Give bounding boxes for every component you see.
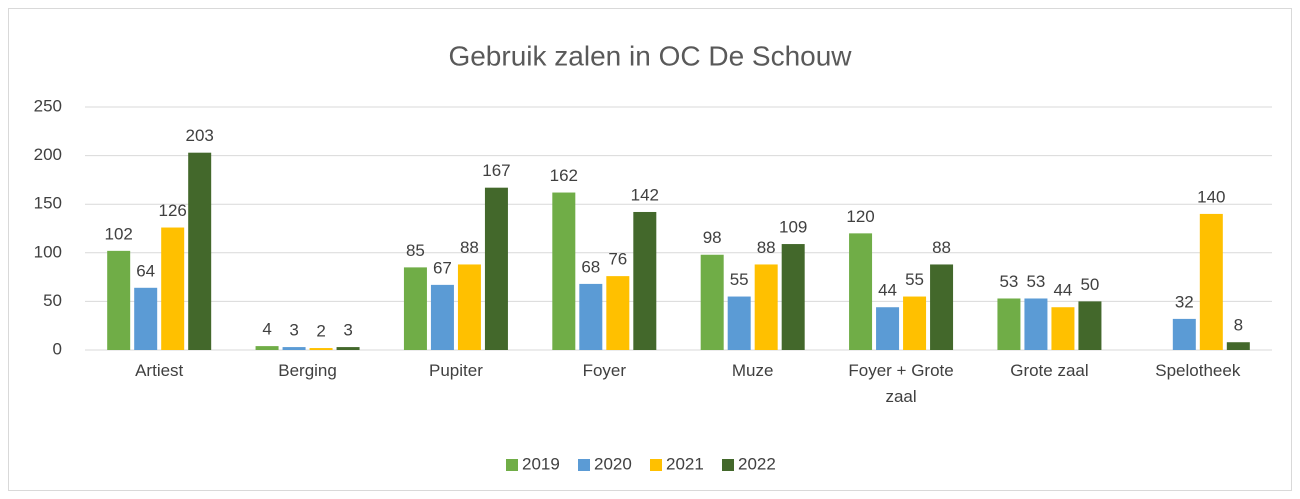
x-tick-label: Spelotheek	[1155, 361, 1241, 380]
data-label: 50	[1080, 275, 1099, 294]
legend-label: 2019	[522, 454, 560, 473]
bar	[727, 296, 751, 350]
data-label: 53	[999, 272, 1018, 291]
bar	[309, 348, 333, 350]
data-label: 102	[105, 224, 133, 243]
y-tick-label: 0	[53, 339, 62, 358]
data-label: 88	[757, 238, 776, 257]
data-label: 88	[460, 238, 479, 257]
bar	[1051, 307, 1075, 350]
bar	[457, 264, 481, 350]
data-label: 3	[289, 321, 298, 340]
legend-swatch	[578, 459, 590, 471]
bar	[403, 267, 427, 350]
x-tick-label: Muze	[731, 361, 774, 380]
bar	[161, 227, 185, 350]
data-label: 126	[159, 201, 187, 220]
x-tick-label: Pupiter	[429, 361, 483, 380]
x-tick-label: Foyer	[582, 361, 627, 380]
data-label: 98	[703, 228, 722, 247]
data-label: 142	[631, 185, 659, 204]
bar	[930, 264, 954, 350]
legend-label: 2022	[738, 454, 776, 473]
bar	[754, 264, 778, 350]
bar	[876, 307, 900, 350]
bar	[1024, 298, 1048, 350]
data-label: 8	[1234, 316, 1243, 335]
bar	[484, 187, 508, 350]
bar	[1078, 301, 1102, 350]
bar	[903, 296, 927, 350]
data-label: 76	[608, 250, 627, 269]
data-label: 109	[779, 218, 807, 237]
data-label: 140	[1197, 187, 1225, 206]
data-label: 44	[1053, 281, 1072, 300]
data-label: 88	[932, 238, 951, 257]
bar	[282, 347, 306, 350]
y-tick-label: 100	[34, 242, 62, 261]
bar	[255, 346, 279, 350]
legend-label: 2020	[594, 454, 632, 473]
bar	[552, 192, 576, 350]
bar	[188, 152, 212, 350]
data-label: 53	[1026, 272, 1045, 291]
bar	[781, 244, 805, 350]
data-label: 32	[1175, 292, 1194, 311]
bar	[633, 211, 657, 350]
data-label: 85	[406, 241, 425, 260]
bar	[336, 347, 360, 350]
bar	[579, 283, 603, 350]
data-label: 68	[581, 257, 600, 276]
legend-swatch	[722, 459, 734, 471]
legend-swatch	[506, 459, 518, 471]
data-label: 64	[136, 261, 155, 280]
legend-label: 2021	[666, 454, 704, 473]
data-label: 55	[905, 270, 924, 289]
y-tick-label: 50	[43, 291, 62, 310]
data-label: 120	[846, 207, 874, 226]
chart-title: Gebruik zalen in OC De Schouw	[448, 40, 852, 71]
data-label: 2	[316, 322, 325, 341]
bar	[849, 233, 873, 350]
data-label: 44	[878, 281, 897, 300]
bar	[134, 287, 158, 350]
bar	[997, 298, 1021, 350]
x-tick-label: Berging	[278, 361, 337, 380]
data-label: 203	[186, 126, 214, 145]
bar	[107, 250, 131, 350]
y-tick-label: 250	[34, 96, 62, 115]
data-label: 3	[343, 321, 352, 340]
bar	[1226, 342, 1250, 350]
legend-swatch	[650, 459, 662, 471]
bar	[700, 254, 724, 350]
data-label: 167	[482, 161, 510, 180]
y-tick-label: 150	[34, 194, 62, 213]
bar	[606, 276, 630, 350]
data-label: 67	[433, 258, 452, 277]
x-tick-label: Grote zaal	[1010, 361, 1089, 380]
bar	[430, 284, 454, 350]
x-tick-label: Foyer + Grote zaal	[848, 361, 954, 406]
x-tick-label: Artiest	[135, 361, 184, 380]
data-label: 55	[730, 270, 749, 289]
y-tick-label: 200	[34, 145, 62, 164]
bar	[1172, 318, 1196, 350]
bar	[1199, 213, 1223, 350]
data-label: 162	[550, 166, 578, 185]
data-label: 4	[262, 320, 271, 339]
